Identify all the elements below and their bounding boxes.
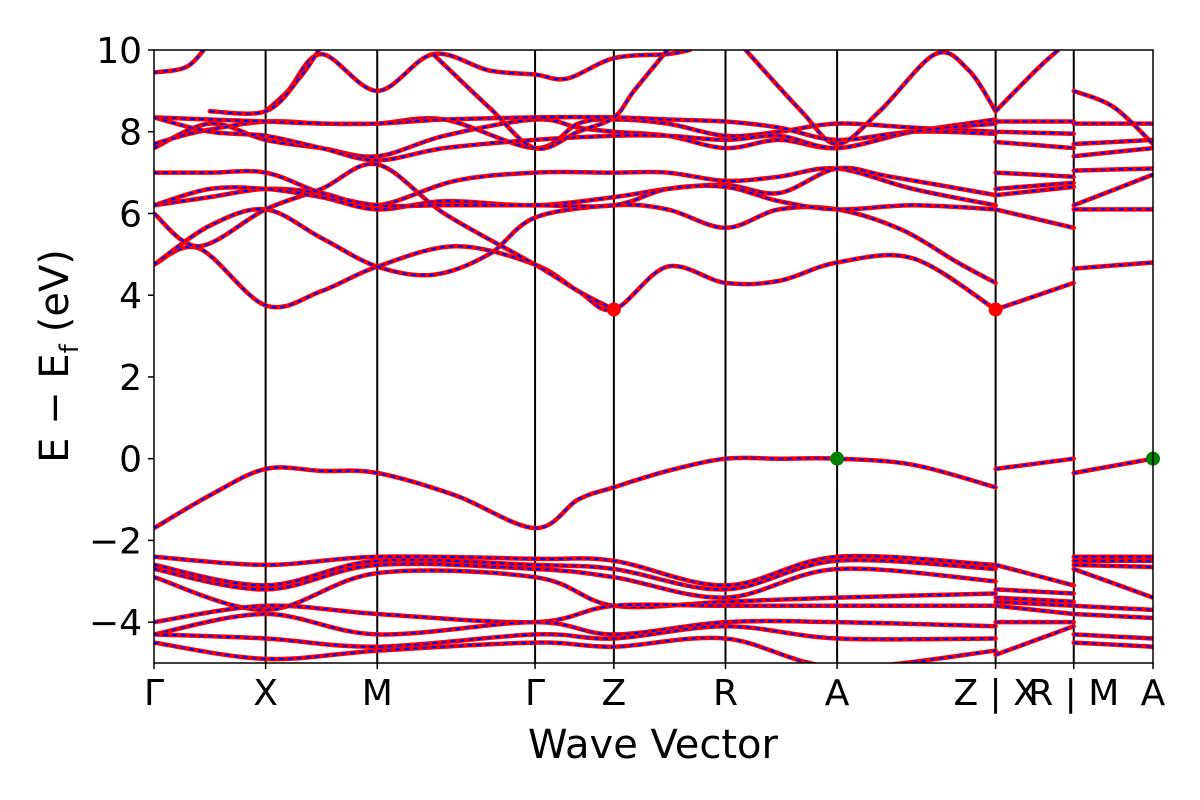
band-line-dashed-11 [154, 50, 205, 74]
y-axis-title-unit: (eV) [32, 249, 78, 332]
band-line-dashed-23 [154, 636, 996, 663]
y-tick-label: −2 [89, 521, 142, 562]
band-line-dashed-19 [154, 569, 996, 611]
band-line-dashed-42 [1073, 261, 1153, 270]
band-marker-2 [830, 451, 845, 466]
band-line-dashed-9 [154, 116, 996, 141]
band-line-53 [1071, 566, 1153, 600]
band-line-dashed-35 [995, 588, 1074, 595]
band-line-dashed-5 [154, 166, 996, 211]
y-tick-label: 8 [119, 113, 142, 154]
y-axis-title-main: E − E [32, 353, 78, 463]
band-line-dashed-49 [1073, 89, 1153, 145]
band-lines [154, 50, 1153, 663]
band-line-dashed-30 [995, 141, 1074, 150]
band-line-dashed-10 [154, 116, 996, 162]
band-line-dashed-14 [432, 50, 669, 150]
band-line-dashed-20 [154, 603, 996, 624]
band-line-40 [993, 623, 1076, 658]
band-line-dashed-2 [154, 203, 997, 284]
x-tick-label: A [825, 673, 850, 714]
x-tick-label: Γ [525, 673, 545, 714]
band-line-dashed-54 [1073, 604, 1153, 611]
band-line-11 [154, 50, 207, 75]
band-line-dashed-26 [995, 208, 1074, 229]
band-line-dashed-28 [995, 181, 1074, 190]
x-tick-label: Z [602, 673, 627, 714]
kpoint-separator-lines [264, 50, 1075, 663]
band-line-dashed-15 [744, 50, 997, 146]
x-tick-label: X [253, 673, 278, 714]
band-line-dashed-16 [154, 555, 996, 587]
band-line-dashed-0 [154, 456, 996, 530]
band-line-dashed-33 [994, 50, 1059, 113]
x-tick-label: A [1141, 673, 1166, 714]
y-axis-title: E − Ef (eV) [32, 249, 85, 463]
y-tick-label: 0 [119, 440, 142, 481]
band-line-dashed-27 [995, 185, 1074, 197]
band-line-dashed-37 [995, 600, 1074, 607]
band-line-dashed-1 [154, 245, 997, 312]
y-tick-label: 6 [119, 194, 142, 235]
band-line-2 [154, 202, 998, 286]
band-line-dashed-36 [995, 596, 1074, 603]
y-axis-ticks: −4 −2 0 2 4 6 8 10 [89, 31, 154, 644]
band-line-dashed-13 [209, 50, 320, 115]
band-line-dashed-17 [154, 558, 996, 591]
band-line-dashed-22 [154, 625, 996, 648]
band-line-dashed-6 [154, 170, 996, 211]
y-tick-label: −4 [89, 603, 142, 644]
y-axis-title-subscript: f [55, 343, 85, 353]
x-tick-label: R [713, 673, 738, 714]
x-tick-label: R | M [1028, 673, 1119, 714]
band-line-dashed-34 [995, 563, 1074, 587]
band-line-0 [154, 455, 998, 531]
y-tick-label: 4 [119, 276, 142, 317]
x-axis-ticks: Γ X M Γ Z R A Z | XR | M A [144, 663, 1166, 714]
x-tick-label: M [362, 673, 393, 714]
band-line-dashed-24 [995, 457, 1074, 470]
band-line-dashed-46 [1073, 147, 1153, 158]
band-line-dashed-56 [1073, 633, 1153, 640]
band-line-dashed-3 [154, 162, 615, 311]
y-tick-label: 2 [119, 358, 142, 399]
band-line-dashed-21 [154, 612, 996, 636]
band-line-dashed-8 [154, 117, 996, 150]
band-line-dashed-45 [1073, 167, 1153, 172]
x-tick-label: Z | X [953, 673, 1037, 714]
band-marker-0 [606, 302, 621, 317]
band-markers [606, 302, 1160, 466]
x-tick-label: Γ [144, 673, 164, 714]
band-line-44 [1071, 172, 1153, 208]
y-tick-label: 10 [96, 31, 142, 72]
x-axis-title: Wave Vector [528, 722, 779, 768]
band-line-dashed-52 [1073, 563, 1153, 568]
band-line-dashed-18 [154, 562, 996, 599]
band-line-49 [1071, 88, 1153, 147]
band-line-dashed-38 [995, 604, 1074, 615]
band-marker-1 [988, 302, 1003, 317]
band-line-dashed-31 [995, 130, 1074, 135]
band-line-dashed-55 [1073, 613, 1153, 619]
band-line-dashed-57 [1073, 641, 1153, 648]
band-line-dashed-29 [995, 171, 1074, 178]
plot-frame [153, 49, 1154, 664]
